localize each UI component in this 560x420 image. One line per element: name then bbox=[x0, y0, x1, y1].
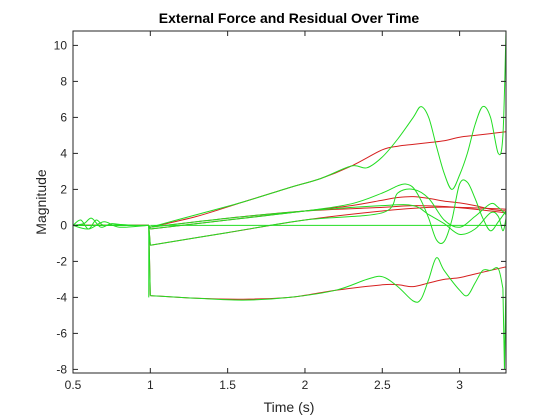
y-tick-label: -8 bbox=[56, 362, 67, 376]
x-tick-label: 3 bbox=[456, 378, 463, 392]
plot-area-background bbox=[73, 31, 506, 373]
x-axis-title: Time (s) bbox=[264, 399, 315, 415]
x-tick-label: 2.5 bbox=[374, 378, 391, 392]
y-tick-label: 10 bbox=[54, 38, 68, 52]
y-tick-label: 6 bbox=[60, 110, 67, 124]
series-layer bbox=[73, 31, 506, 370]
y-tick-label: -2 bbox=[56, 254, 67, 268]
y-axis-title: Magnitude bbox=[33, 169, 49, 235]
y-tick-label: -6 bbox=[56, 326, 67, 340]
x-tick-label: 0.5 bbox=[65, 378, 82, 392]
y-tick-label: 8 bbox=[60, 74, 67, 88]
chart-title: External Force and Residual Over Time bbox=[159, 10, 420, 26]
x-tick-label: 1 bbox=[147, 378, 154, 392]
y-tick-label: -4 bbox=[56, 290, 67, 304]
axes-layer: 0.5 1 1.5 2 2.5 3 -8 -6 -4 -2 0 2 4 6 8 10 bbox=[54, 30, 507, 392]
x-tick-label: 2 bbox=[302, 378, 309, 392]
series-line-10 bbox=[73, 224, 506, 370]
y-tick-label: 4 bbox=[60, 146, 67, 160]
y-tick-label: 2 bbox=[60, 182, 67, 196]
y-tick-label: 0 bbox=[60, 218, 67, 232]
x-tick-label: 1.5 bbox=[219, 378, 236, 392]
axes-box bbox=[72, 30, 507, 374]
